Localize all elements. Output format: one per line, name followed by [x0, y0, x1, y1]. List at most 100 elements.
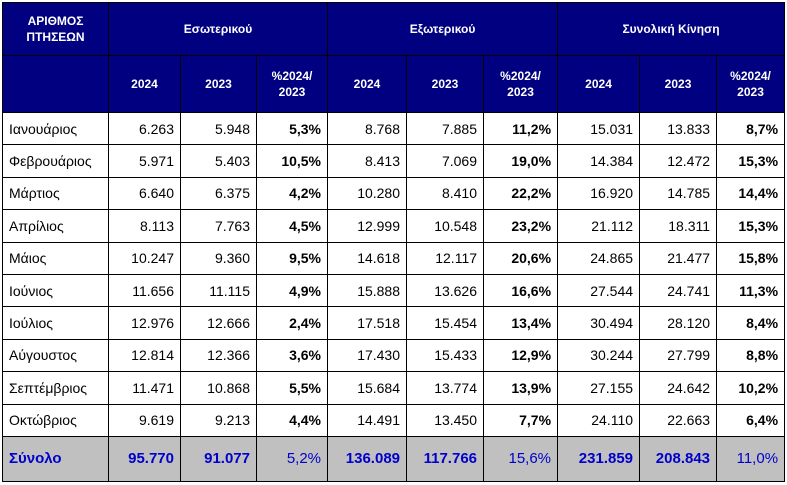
domestic-2023-cell: 10.868: [180, 371, 257, 405]
total-2023-cell: 28.120: [639, 306, 718, 340]
international-2024-cell: 17.518: [327, 306, 408, 340]
total-2024-cell: 30.244: [557, 338, 641, 373]
col-2024-header: 2024: [327, 55, 408, 113]
table-row: Μάιος 10.247 9.360 9,5% 14.618 12.117 20,6% 24.…: [2, 241, 786, 275]
total-pct-cell: 8,4%: [716, 306, 786, 340]
domestic-2024-cell: 8.113: [108, 209, 181, 243]
month-cell: Σεπτέμβριος: [2, 371, 109, 405]
month-cell: Ιούλιος: [2, 306, 109, 340]
international-2024-cell: 14.618: [327, 241, 408, 275]
total-2024-cell: 231.859: [557, 435, 641, 482]
international-2024-cell: 136.089: [327, 435, 408, 482]
col-2024-header: 2024: [108, 55, 181, 113]
international-2024-cell: 8.413: [327, 144, 408, 178]
domestic-2024-cell: 5.971: [108, 144, 181, 178]
table-row: Φεβρουάριος 5.971 5.403 10,5% 8.413 7.069 19,0…: [2, 144, 786, 178]
international-pct-cell: 11,2%: [483, 111, 559, 146]
total-2023-cell: 24.741: [639, 273, 718, 308]
month-cell: Απρίλιος: [2, 209, 109, 243]
total-pct-cell: 15,3%: [716, 144, 786, 178]
international-pct-cell: 23,2%: [483, 209, 559, 243]
table-row: Οκτώβριος 9.619 9.213 4,4% 14.491 13.450 7,7% 2…: [2, 403, 786, 437]
domestic-pct-cell: 5,5%: [255, 371, 329, 405]
total-2024-cell: 24.110: [557, 403, 641, 437]
total-pct-cell: 8,7%: [716, 111, 786, 146]
total-pct-cell: 15,8%: [716, 241, 786, 275]
domestic-pct-cell: 10,5%: [255, 144, 329, 178]
international-pct-cell: 7,7%: [483, 403, 559, 437]
total-2023-cell: 27.799: [639, 338, 718, 373]
col-pct-header: %2024/ 2023: [716, 55, 786, 113]
domestic-2023-cell: 5.948: [180, 111, 257, 146]
total-pct-cell: 14,4%: [716, 176, 786, 211]
month-cell: Σύνολο: [2, 435, 109, 482]
total-2024-cell: 14.384: [557, 144, 641, 178]
domestic-pct-cell: 4,2%: [255, 176, 329, 211]
domestic-2023-cell: 91.077: [180, 435, 257, 482]
total-2023-cell: 13.833: [639, 111, 718, 146]
month-cell: Αύγουστος: [2, 338, 109, 373]
total-2024-cell: 21.112: [557, 209, 641, 243]
domestic-2024-cell: 12.814: [108, 338, 181, 373]
international-pct-cell: 20,6%: [483, 241, 559, 275]
international-2023-cell: 7.885: [406, 111, 485, 146]
empty-header-cell: [2, 55, 109, 113]
international-2023-cell: 13.774: [406, 371, 485, 405]
total-2023-cell: 24.642: [639, 371, 718, 405]
month-cell: Ιανουάριος: [2, 111, 109, 146]
domestic-pct-cell: 5,2%: [255, 435, 329, 482]
international-header: Εξωτερικού: [327, 2, 559, 56]
col-2023-header: 2023: [406, 55, 485, 113]
international-2024-cell: 15.888: [327, 273, 408, 308]
domestic-2024-cell: 11.471: [108, 371, 181, 405]
domestic-2023-cell: 11.115: [180, 273, 257, 308]
flights-label-header: ΑΡΙΘΜΟΣ ΠΤΗΣΕΩΝ: [2, 2, 109, 56]
table-row: Ιούλιος 12.976 12.666 2,4% 17.518 15.454 13,4%…: [2, 306, 786, 340]
international-2024-cell: 15.684: [327, 371, 408, 405]
international-2023-cell: 8.410: [406, 176, 485, 211]
table-row: Απρίλιος 8.113 7.763 4,5% 12.999 10.548 23,2% 2…: [2, 209, 786, 243]
international-2024-cell: 12.999: [327, 209, 408, 243]
domestic-2023-cell: 6.375: [180, 176, 257, 211]
month-cell: Οκτώβριος: [2, 403, 109, 437]
month-cell: Ιούνιος: [2, 273, 109, 308]
international-pct-cell: 19,0%: [483, 144, 559, 178]
domestic-pct-cell: 3,6%: [255, 338, 329, 373]
international-pct-cell: 22,2%: [483, 176, 559, 211]
total-2024-cell: 24.865: [557, 241, 641, 275]
total-pct-cell: 10,2%: [716, 371, 786, 405]
total-pct-cell: 6,4%: [716, 403, 786, 437]
total-pct-cell: 8,8%: [716, 338, 786, 373]
total-2024-cell: 27.155: [557, 371, 641, 405]
domestic-2024-cell: 95.770: [108, 435, 181, 482]
domestic-2023-cell: 9.213: [180, 403, 257, 437]
total-pct-cell: 11,0%: [716, 435, 786, 482]
international-pct-cell: 16,6%: [483, 273, 559, 308]
table-row: Ιούνιος 11.656 11.115 4,9% 15.888 13.626 16,6%…: [2, 273, 786, 308]
international-2023-cell: 13.626: [406, 273, 485, 308]
international-2023-cell: 117.766: [406, 435, 485, 482]
table-row: Αύγουστος 12.814 12.366 3,6% 17.430 15.433 12,…: [2, 338, 786, 373]
international-2023-cell: 12.117: [406, 241, 485, 275]
international-2023-cell: 7.069: [406, 144, 485, 178]
total-2024-cell: 16.920: [557, 176, 641, 211]
col-pct-header: %2024/ 2023: [483, 55, 559, 113]
domestic-2024-cell: 11.656: [108, 273, 181, 308]
domestic-header: Εσωτερικού: [107, 2, 329, 56]
month-cell: Φεβρουάριος: [2, 144, 109, 178]
domestic-2023-cell: 12.666: [180, 306, 257, 340]
month-cell: Μάρτιος: [2, 176, 109, 211]
total-2023-cell: 12.472: [639, 144, 718, 178]
international-2023-cell: 13.450: [406, 403, 485, 437]
domestic-pct-cell: 2,4%: [255, 306, 329, 340]
international-pct-cell: 15,6%: [483, 435, 559, 482]
domestic-2024-cell: 6.640: [108, 176, 181, 211]
month-cell: Μάιος: [2, 241, 109, 275]
total-pct-cell: 11,3%: [716, 273, 786, 308]
domestic-pct-cell: 5,3%: [255, 111, 329, 146]
total-2023-cell: 208.843: [639, 435, 718, 482]
domestic-pct-cell: 9,5%: [255, 241, 329, 275]
col-pct-header: %2024/ 2023: [255, 55, 329, 113]
total-row: Σύνολο 95.770 91.077 5,2% 136.089 117.766 15,6…: [2, 435, 786, 482]
